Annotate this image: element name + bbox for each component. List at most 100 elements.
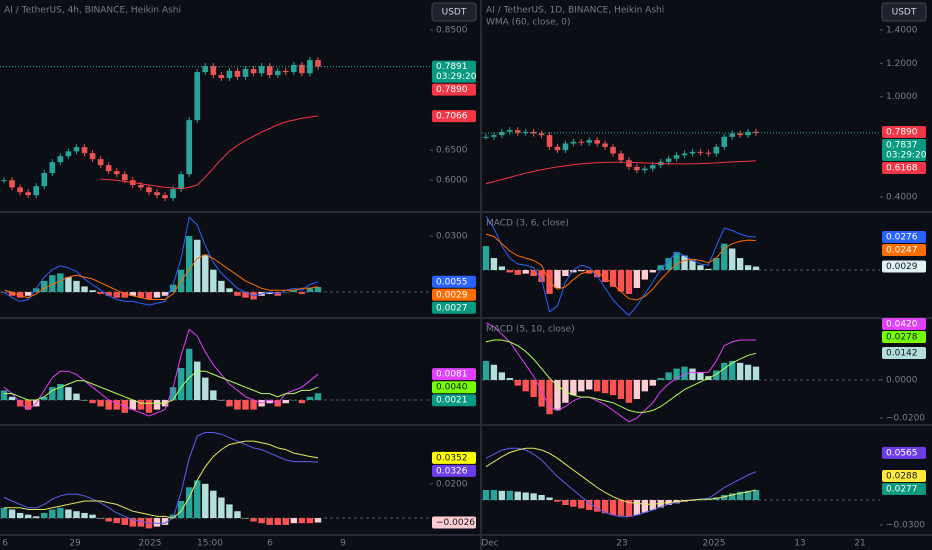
currency-button[interactable]	[881, 2, 927, 22]
histogram-bar	[290, 400, 298, 401]
histogram-bar	[601, 270, 609, 282]
candle	[634, 166, 640, 171]
candle	[618, 153, 624, 161]
candle	[499, 131, 505, 136]
histogram-bar	[752, 366, 760, 380]
histogram-bar	[498, 372, 506, 380]
histogram-bar	[105, 400, 112, 410]
price-badge	[882, 138, 926, 161]
x-tick-label: 2025	[703, 539, 726, 549]
histogram-bar	[49, 275, 56, 293]
histogram-bar	[202, 254, 209, 293]
histogram-bar	[65, 387, 72, 401]
histogram-bar	[562, 270, 569, 277]
indicator-line	[485, 447, 757, 505]
histogram-bar	[8, 396, 16, 401]
histogram-bar	[129, 292, 137, 296]
histogram-bar	[506, 490, 513, 500]
histogram-bar	[73, 511, 80, 519]
price-badge	[432, 275, 476, 288]
histogram-bar	[744, 364, 752, 380]
histogram-bar	[609, 500, 617, 515]
y-tick-label: −0.0200	[886, 413, 925, 423]
histogram-bar	[546, 379, 553, 415]
candle	[299, 64, 305, 74]
candle	[146, 187, 152, 193]
histogram-bar	[24, 514, 32, 519]
price-badge-label: 0.7891	[436, 62, 468, 72]
chart-title: AI / TetherUS, 4h, BINANCE, Heikin Ashi	[4, 6, 181, 16]
candle	[274, 70, 281, 76]
histogram-bar	[65, 277, 72, 293]
histogram-bar	[153, 400, 161, 410]
price-badge	[882, 244, 926, 257]
price-badge-label: 0.0027	[436, 303, 468, 313]
histogram-bar	[546, 497, 553, 500]
histogram-bar	[721, 495, 728, 500]
histogram-bar	[554, 500, 561, 502]
histogram-bar	[194, 480, 201, 519]
histogram-bar	[570, 500, 577, 507]
candle	[242, 69, 249, 77]
histogram-bar	[161, 292, 169, 296]
candle	[97, 159, 104, 166]
histogram-bar	[234, 400, 241, 410]
histogram-bar	[298, 400, 306, 404]
histogram-bar	[586, 270, 593, 274]
histogram-bar	[609, 270, 617, 287]
histogram-bar	[129, 400, 137, 410]
histogram-bar	[226, 504, 233, 519]
histogram-bar	[482, 490, 490, 500]
candle	[649, 165, 656, 169]
histogram-bar	[161, 518, 169, 525]
histogram-bar	[736, 362, 744, 380]
candle	[721, 136, 728, 147]
price-badge-label: 0.7066	[436, 112, 468, 122]
histogram-bar	[593, 500, 601, 512]
candle	[210, 66, 217, 76]
y-tick-label: −0.0300	[886, 521, 925, 531]
histogram-bar	[744, 265, 752, 271]
indicator-title: WMA (60, close, 0)	[486, 18, 571, 28]
candle	[194, 72, 201, 121]
histogram-bar	[0, 507, 8, 519]
y-tick-label: 1.0000	[886, 92, 918, 102]
x-tick-label: 23	[616, 539, 627, 549]
candle	[266, 66, 273, 76]
price-badge-label: 0.0288	[886, 472, 918, 482]
histogram-bar	[242, 292, 249, 298]
histogram-bar	[97, 400, 104, 407]
y-tick-label: 0.0200	[436, 479, 468, 489]
histogram-bar	[729, 493, 736, 500]
candle	[73, 147, 80, 152]
price-badge-label: 0.6168	[886, 163, 918, 173]
candle	[121, 174, 128, 181]
histogram-bar	[218, 280, 225, 293]
histogram-bar	[744, 490, 752, 500]
indicator-line	[485, 447, 757, 518]
histogram-bar	[218, 497, 225, 519]
histogram-bar	[177, 367, 185, 401]
candle	[178, 174, 184, 190]
candle	[507, 130, 513, 132]
histogram-bar	[689, 368, 696, 380]
candle	[9, 180, 15, 188]
currency-button[interactable]	[431, 2, 477, 22]
price-badge	[432, 60, 476, 83]
pane-title: MACD (3, 6, close)	[486, 219, 569, 229]
histogram-bar	[153, 292, 161, 298]
candle	[538, 133, 545, 136]
histogram-bar	[97, 292, 104, 294]
candle	[491, 135, 497, 137]
histogram-bar	[625, 379, 633, 403]
histogram-bar	[89, 400, 96, 404]
histogram-bar	[41, 396, 48, 401]
histogram-bar	[538, 270, 545, 282]
price-badge-label: 0.0247	[886, 246, 918, 256]
histogram-bar	[514, 270, 521, 275]
histogram-bar	[282, 292, 289, 293]
price-badge	[882, 446, 926, 459]
histogram-bar	[689, 260, 696, 271]
price-badge-label: 0.0278	[886, 333, 918, 343]
